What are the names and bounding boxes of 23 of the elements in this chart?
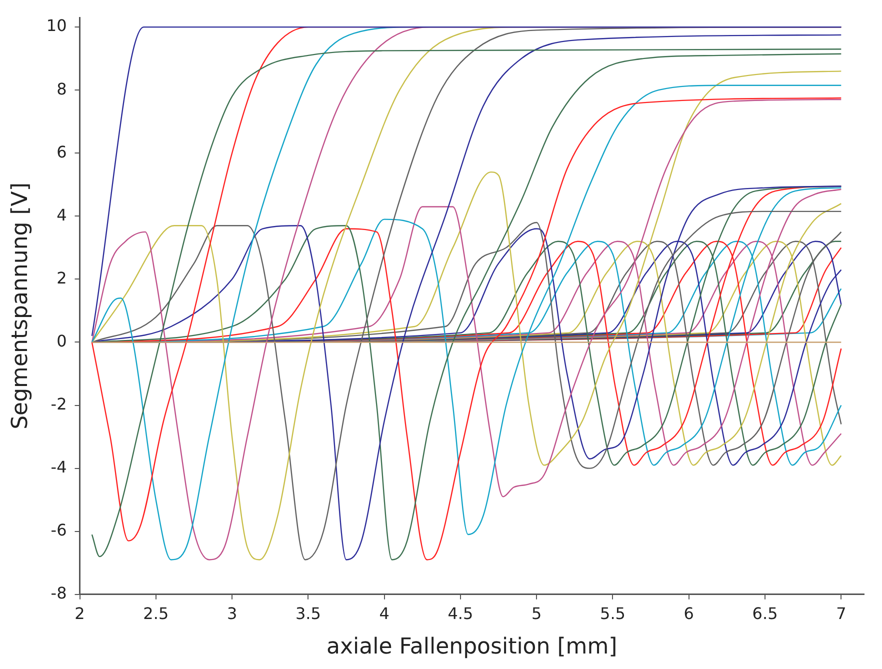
y-tick-label: 6 [56,142,67,162]
x-tick-label: 7 [836,604,846,624]
x-tick-label: 2 [74,604,85,624]
y-tick-label: 10 [46,16,67,36]
y-tick-label: -6 [50,520,67,540]
y-tick-label: 4 [56,205,67,224]
x-tick-label: 5 [532,604,542,624]
y-tick-label: 8 [56,79,67,98]
y-tick-label: -4 [50,457,67,476]
y-tick-label: -2 [50,394,67,414]
y-tick-label: 0 [56,331,67,350]
x-axis-title: axiale Fallenposition [mm] [326,634,618,660]
y-tick-label: 2 [56,268,67,288]
x-tick-label: 2.5 [143,604,169,624]
y-axis-title: Segmentspannung [V] [8,182,33,430]
x-tick-label: 3.5 [295,604,321,624]
x-tick-label: 4 [379,604,390,624]
x-tick-label: 5.5 [600,604,626,624]
x-tick-label: 6.5 [752,604,778,624]
x-tick-label: 3 [226,604,238,624]
x-tick-label: 4.5 [448,604,474,624]
y-tick-label: -8 [50,584,67,603]
x-tick-label: 6 [684,604,694,624]
